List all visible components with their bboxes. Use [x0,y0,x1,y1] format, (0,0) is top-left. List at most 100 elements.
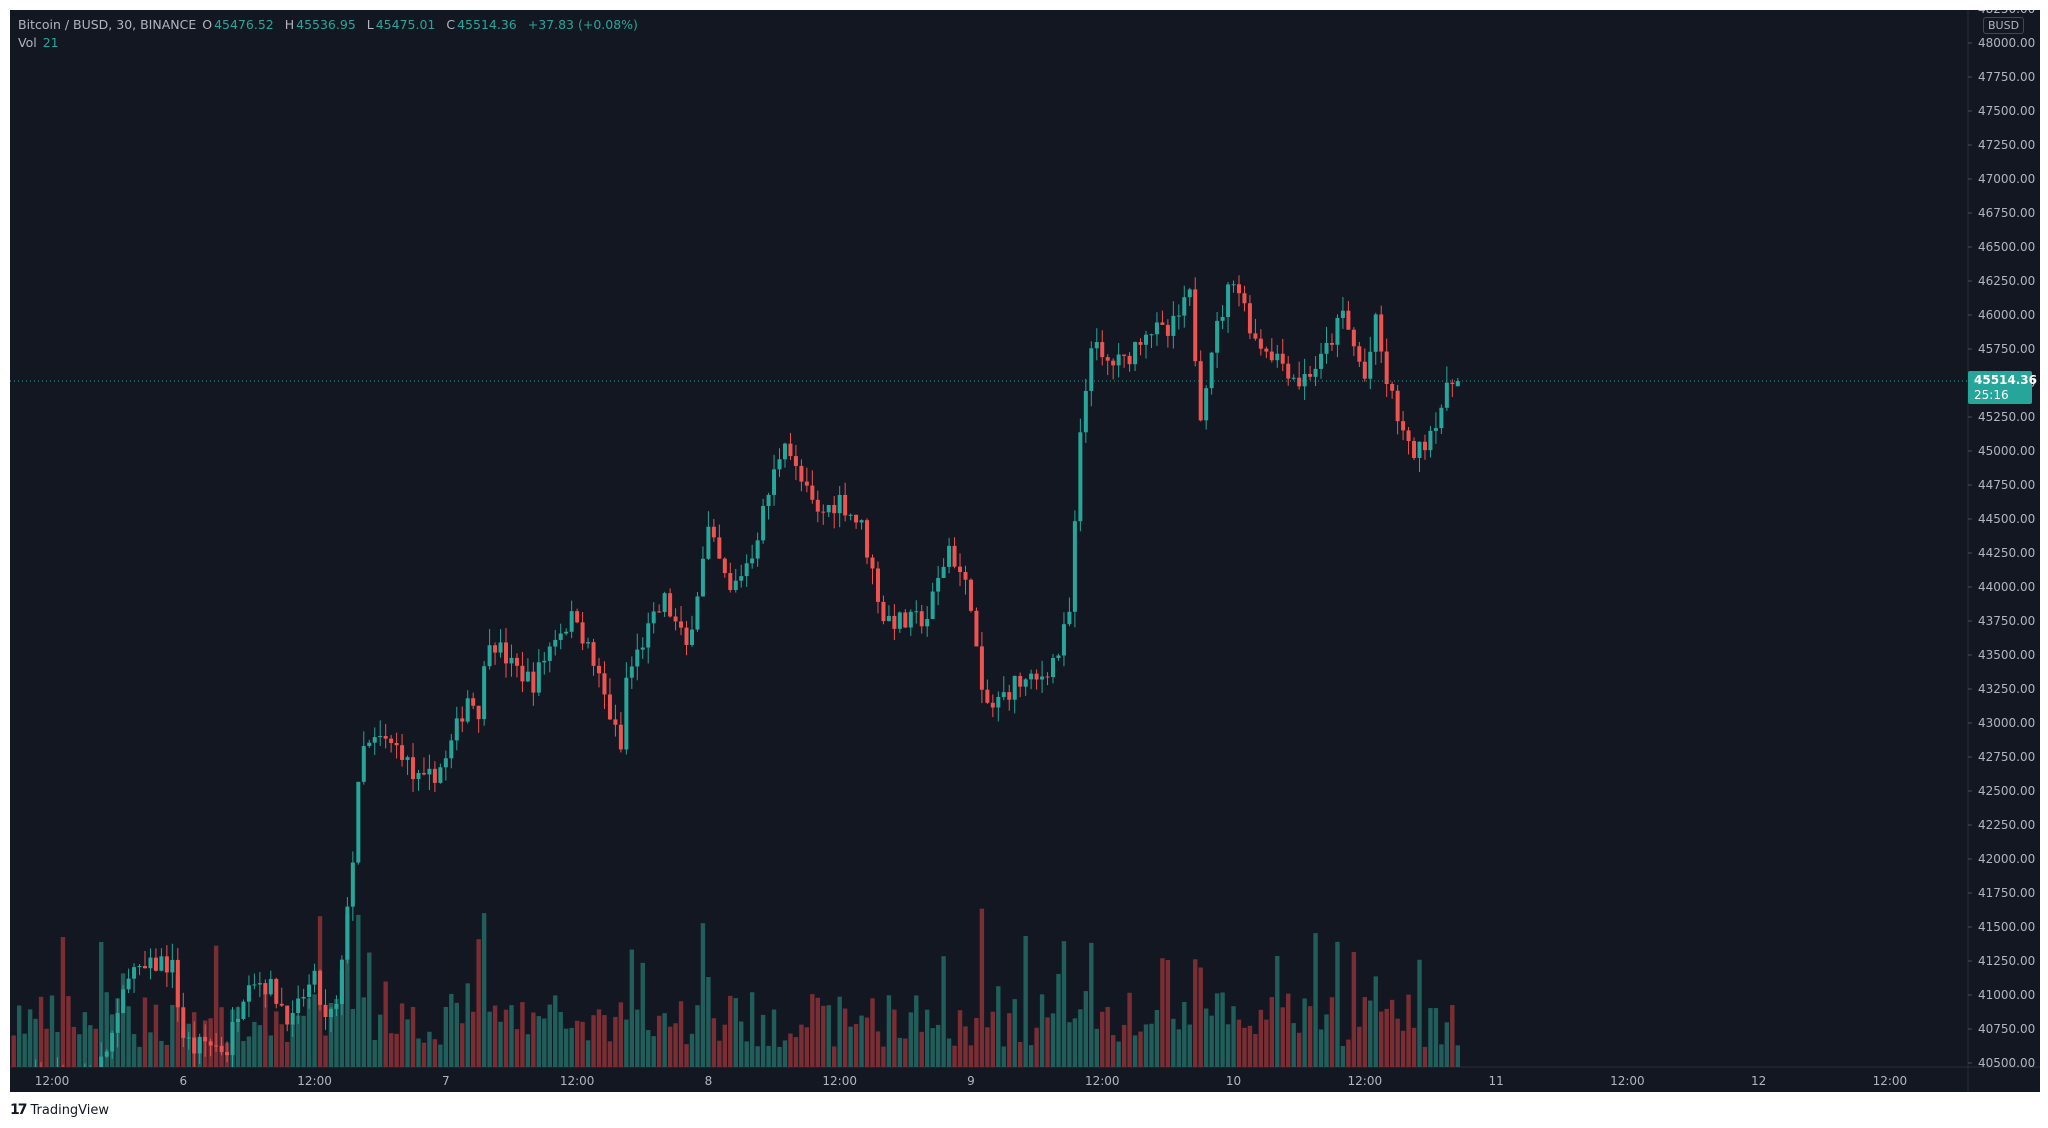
volume-bar [848,1026,853,1067]
candle-body [137,966,142,968]
candle-body [1083,390,1088,433]
volume-bar [1417,959,1422,1067]
volume-bar [1264,1019,1269,1067]
candle-body [1160,322,1165,325]
candle-body [1308,374,1313,377]
candle-body [586,642,591,644]
volume-label[interactable]: Vol [18,35,37,50]
volume-bar [11,1035,16,1067]
volume-bar [853,1024,859,1067]
volume-bar [1067,1022,1072,1067]
candle-body [553,639,558,647]
candle-body [843,494,848,516]
candle-body [1220,316,1225,321]
volume-bar [268,1035,273,1067]
volume-bar [640,962,645,1067]
volume-bar [481,913,487,1067]
volume-bar [388,1033,394,1067]
volume-bar [1373,976,1378,1067]
volume-bar [1056,973,1061,1067]
price-tick-label: 41500.00 [1978,920,2035,934]
volume-bar [826,1005,831,1067]
bar-countdown: 25:16 [1974,388,2009,402]
time-tick-label: 10 [1226,1074,1241,1088]
candle-body [886,615,891,622]
candle-body [1171,315,1176,336]
volume-bar [252,1021,257,1067]
candle-body [706,526,711,559]
candle-body [1105,357,1110,361]
volume-bar [1389,999,1395,1067]
candle-body [197,1036,202,1054]
symbol-title[interactable]: Bitcoin / BUSD, 30, BINANCE [18,17,197,32]
volume-bar [569,1027,574,1067]
price-tick-label: 40750.00 [1978,1022,2035,1036]
candle-body [94,1076,98,1082]
volume-bar [1318,1029,1324,1067]
candle-body [591,642,596,666]
candle-body [1269,351,1274,361]
candle-body [1122,354,1127,356]
candle-body [230,1021,235,1056]
candle-body [1395,390,1400,422]
candle-body [750,558,755,564]
volume-bar [44,1028,49,1067]
currency-badge[interactable]: BUSD [1983,17,2025,34]
volume-bar [66,996,71,1067]
volume-bar [782,1040,788,1067]
volume-bar [93,1028,98,1067]
candle-body [575,611,580,623]
time-tick-label: 12:00 [1348,1074,1383,1088]
tradingview-logo-icon[interactable]: 17 [10,1102,28,1118]
chart-canvas[interactable]: 48250.00 48000.00 47750.00 47500.00 47250.00… [10,10,2040,1092]
volume-bar [728,995,733,1067]
volume-bar [514,1029,520,1067]
candle-body [301,997,306,999]
volume-bar [656,1015,662,1067]
volume-bar [536,1016,542,1067]
candle-body [903,612,908,628]
volume-bar [1203,1008,1209,1067]
volume-bar [1258,1009,1264,1067]
volume-bar [952,1045,957,1067]
volume-bar [629,949,635,1067]
volume-bar [963,1026,968,1067]
candle-body [1362,361,1367,379]
candle-body [1226,284,1231,317]
chart-frame[interactable]: 48250.00 48000.00 47750.00 47500.00 47250.00… [10,10,2040,1092]
volume-bar [667,1026,673,1067]
price-tick-label: 45000.00 [1978,444,2035,458]
candle-body [225,1052,230,1056]
volume-bar [1346,1039,1351,1067]
candle-body [635,649,640,667]
candle-body [1286,363,1291,379]
volume-bar [815,997,820,1067]
volume-bar [1121,1024,1127,1067]
volume-bar [1433,1008,1439,1067]
volume-bar [1182,1002,1187,1067]
volume-bar [1078,1009,1083,1067]
volume-bar [897,1037,903,1067]
volume-bar [717,1040,722,1067]
tradingview-brand[interactable]: TradingView [30,1102,110,1118]
close-label: C [446,17,456,32]
volume-bar [142,997,148,1067]
price-tick-label: 47500.00 [1978,104,2035,118]
volume-bar [1269,997,1275,1067]
volume-bar [821,1005,826,1067]
volume-bar [356,914,361,1067]
candle-body [695,596,700,630]
candle-body [558,633,563,640]
candle-body [1264,348,1269,352]
candle-body [411,757,416,780]
volume-bar [1324,1014,1329,1067]
candle-body [733,580,738,590]
candle-body [290,1012,295,1025]
candle-body [1275,353,1280,361]
close-value: 45514.36 [457,17,517,32]
candle-body [285,1005,290,1025]
candle-body [1133,342,1138,365]
volume-bar [957,1010,963,1067]
candle-body [350,862,355,907]
volume-bar [1329,997,1335,1067]
